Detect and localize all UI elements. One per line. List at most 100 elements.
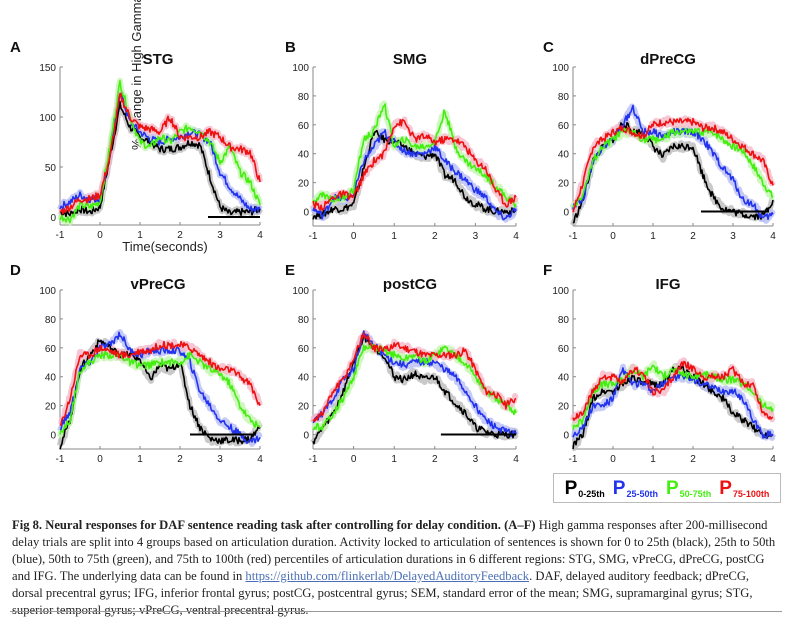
y-tick-label: 20 bbox=[45, 402, 57, 413]
y-tick-label: 0 bbox=[303, 431, 309, 442]
x-tick-label: 1 bbox=[137, 230, 143, 241]
series-line-75-100th bbox=[59, 92, 261, 215]
x-tick-label: 0 bbox=[351, 454, 357, 465]
y-tick-label: 20 bbox=[558, 179, 570, 190]
y-tick-label: 150 bbox=[39, 63, 56, 74]
legend-letter: P bbox=[719, 478, 732, 499]
panel-label: F bbox=[543, 262, 552, 279]
x-tick-label: 1 bbox=[391, 231, 397, 242]
x-tick-label: 3 bbox=[473, 231, 479, 242]
y-tick-label: 100 bbox=[292, 286, 309, 297]
y-axis-label: % Change in High Gamma bbox=[129, 0, 144, 150]
x-tick-label: -1 bbox=[56, 454, 65, 465]
series-line-0-25th bbox=[312, 334, 517, 445]
panel-label: B bbox=[285, 39, 296, 56]
legend-item-75-100: P 75-100th bbox=[719, 478, 770, 499]
legend-item-0-25: P 0-25th bbox=[564, 478, 605, 499]
x-tick-label: -1 bbox=[569, 454, 578, 465]
y-tick-label: 100 bbox=[292, 63, 309, 74]
y-tick-label: 0 bbox=[563, 208, 569, 219]
panel-title: SMG bbox=[393, 51, 427, 68]
x-tick-label: 2 bbox=[432, 231, 438, 242]
y-tick-label: 40 bbox=[45, 373, 57, 384]
y-tick-label: 50 bbox=[45, 163, 57, 174]
y-tick-label: 20 bbox=[298, 179, 310, 190]
y-tick-label: 60 bbox=[298, 121, 310, 132]
series-line-75-100th bbox=[572, 117, 774, 213]
caption-text-abbrev: . DAF, delayed auditory feedback; dPreCG… bbox=[12, 569, 753, 617]
y-tick-label: 60 bbox=[558, 344, 570, 355]
y-tick-label: 100 bbox=[39, 113, 56, 124]
series-line-50-75th bbox=[312, 103, 517, 208]
y-tick-label: 40 bbox=[558, 373, 570, 384]
panel-title: postCG bbox=[383, 276, 437, 293]
data-link[interactable]: https://github.com/flinkerlab/DelayedAud… bbox=[245, 569, 530, 583]
caption-title: Fig 8. Neural responses for DAF sentence… bbox=[12, 518, 501, 532]
legend-label: 50-75th bbox=[679, 489, 712, 499]
legend-label: 25-50th bbox=[626, 489, 658, 499]
x-tick-label: 3 bbox=[473, 454, 479, 465]
x-tick-label: 0 bbox=[97, 230, 103, 241]
panel-label: D bbox=[10, 262, 21, 279]
series-line-50-75th bbox=[59, 350, 261, 435]
series-line-0-25th bbox=[572, 365, 774, 450]
series-line-50-75th bbox=[572, 127, 774, 208]
x-tick-label: 1 bbox=[650, 454, 656, 465]
x-tick-label: 2 bbox=[432, 454, 438, 465]
y-tick-label: 40 bbox=[558, 150, 570, 161]
x-tick-label: 0 bbox=[351, 231, 357, 242]
x-tick-label: -1 bbox=[309, 231, 318, 242]
x-tick-label: 4 bbox=[257, 230, 263, 241]
panel-label: E bbox=[285, 262, 295, 279]
y-tick-label: 80 bbox=[558, 315, 570, 326]
legend: P 0-25th P 25-50th P 50-75th P 75-100th bbox=[553, 473, 781, 503]
series-line-50-75th bbox=[59, 80, 261, 224]
legend-letter: P bbox=[612, 478, 626, 499]
y-tick-label: 100 bbox=[552, 286, 569, 297]
x-tick-label: 0 bbox=[610, 231, 616, 242]
x-tick-label: -1 bbox=[56, 230, 65, 241]
legend-label: 75-100th bbox=[732, 489, 770, 499]
caption-divider bbox=[10, 611, 782, 612]
series-line-0-25th bbox=[59, 100, 261, 218]
x-tick-label: -1 bbox=[309, 454, 318, 465]
y-tick-label: 100 bbox=[552, 63, 569, 74]
x-tick-label: 2 bbox=[177, 230, 183, 241]
series-line-75-100th bbox=[59, 340, 261, 426]
panel-label: C bbox=[543, 39, 554, 56]
y-tick-label: 40 bbox=[298, 150, 310, 161]
y-tick-label: 20 bbox=[558, 402, 570, 413]
y-tick-label: 0 bbox=[50, 431, 56, 442]
x-tick-label: 2 bbox=[177, 454, 183, 465]
y-tick-label: 20 bbox=[298, 402, 310, 413]
y-tick-label: 80 bbox=[298, 315, 310, 326]
y-tick-label: 40 bbox=[298, 373, 310, 384]
y-tick-label: 80 bbox=[45, 315, 57, 326]
y-tick-label: 60 bbox=[45, 344, 57, 355]
series-line-50-75th bbox=[312, 343, 517, 432]
legend-letter: P bbox=[564, 478, 578, 499]
figure-panels: % Change in High Gamma Time(seconds) A ST… bbox=[10, 0, 776, 465]
caption-panels: (A–F) bbox=[504, 518, 536, 532]
legend-item-50-75: P 50-75th bbox=[666, 479, 712, 499]
series-line-75-100th bbox=[312, 332, 517, 422]
x-tick-label: 2 bbox=[690, 231, 696, 242]
x-tick-label: 4 bbox=[513, 454, 519, 465]
x-tick-label: 2 bbox=[690, 454, 696, 465]
x-tick-label: 1 bbox=[137, 454, 143, 465]
y-tick-label: 60 bbox=[298, 344, 310, 355]
figure-caption: Fig 8. Neural responses for DAF sentence… bbox=[12, 517, 782, 619]
series-line-50-75th bbox=[572, 364, 774, 430]
legend-label: 0-25th bbox=[578, 489, 605, 499]
x-tick-label: 4 bbox=[770, 454, 776, 465]
x-tick-label: 4 bbox=[513, 231, 519, 242]
x-tick-label: 4 bbox=[770, 231, 776, 242]
x-tick-label: 3 bbox=[217, 454, 223, 465]
y-tick-label: 80 bbox=[558, 92, 570, 103]
series-line-25-50th bbox=[312, 129, 517, 221]
y-tick-label: 0 bbox=[50, 213, 56, 224]
y-tick-label: 80 bbox=[298, 92, 310, 103]
x-tick-label: -1 bbox=[569, 231, 578, 242]
y-tick-label: 100 bbox=[39, 286, 56, 297]
x-tick-label: 1 bbox=[650, 231, 656, 242]
